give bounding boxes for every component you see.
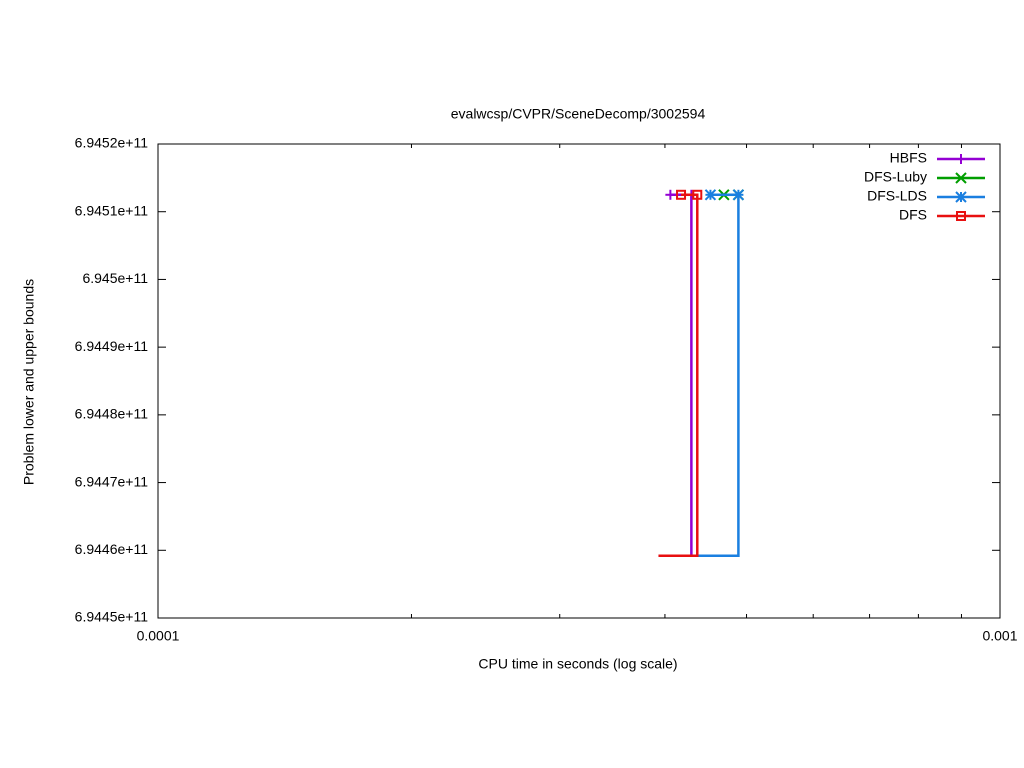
legend-label: DFS-LDS: [867, 188, 927, 204]
y-axis-label: Problem lower and upper bounds: [21, 279, 37, 485]
marker-part: [956, 211, 966, 221]
marker-part: [704, 189, 717, 201]
x-axis-label: CPU time in seconds (log scale): [478, 656, 677, 672]
series-line: [691, 193, 740, 557]
chart-title: evalwcsp/CVPR/SceneDecomp/3002594: [451, 106, 706, 122]
y-tick-label: 6.945e+11: [82, 270, 148, 286]
series-line: [658, 193, 699, 557]
marker: [704, 189, 717, 201]
y-tick-label: 6.9447e+11: [75, 473, 149, 489]
plot-border: [157, 143, 1001, 619]
marker: [665, 189, 676, 200]
x-tick-label: 0.0001: [137, 628, 180, 644]
marker: [676, 189, 687, 200]
marker: [956, 154, 966, 164]
marker: [732, 189, 745, 201]
y-tick-label: 6.9445e+11: [75, 609, 149, 625]
marker-part: [955, 172, 967, 184]
y-tick-label: 6.9451e+11: [75, 202, 149, 218]
marker: [955, 191, 967, 203]
marker: [956, 211, 966, 221]
y-tick-label: 6.9452e+11: [75, 135, 149, 151]
y-tick-label: 6.9448e+11: [75, 406, 149, 422]
y-tick-label: 6.9446e+11: [75, 541, 149, 557]
marker-part: [692, 189, 703, 200]
legend-label: DFS-Luby: [864, 169, 927, 185]
legend-label: HBFS: [890, 150, 927, 166]
marker-part: [955, 191, 967, 203]
marker: [955, 172, 967, 184]
marker-part: [732, 189, 745, 201]
y-tick-label: 6.9449e+11: [75, 338, 149, 354]
x-tick-label: 0.001: [982, 628, 1017, 644]
marker-part: [676, 189, 687, 200]
legend-label: DFS: [899, 207, 927, 223]
marker: [692, 189, 703, 200]
